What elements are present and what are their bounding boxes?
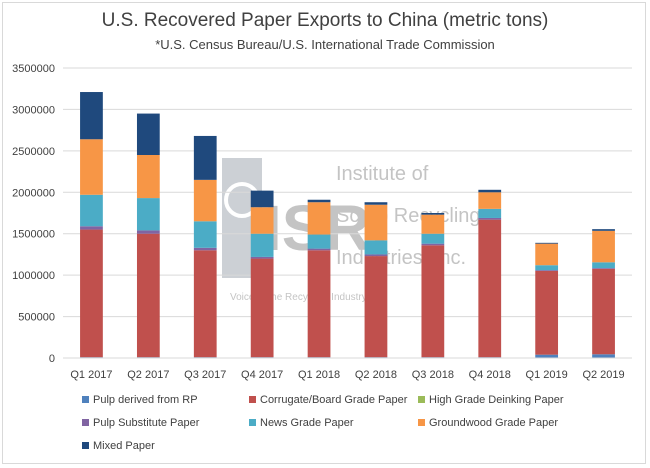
y-tick-label: 0 [49, 353, 55, 365]
bar-segment-mixed-paper [136, 113, 160, 155]
bar-segment-mixed-paper [250, 190, 274, 208]
bar-segment-corrugate-board-grade-paper [193, 250, 217, 358]
bar-segment-news-grade-paper [193, 221, 217, 248]
legend-swatch [418, 396, 425, 403]
x-tick-label: Q2 2018 [355, 369, 397, 381]
legend-label: News Grade Paper [260, 417, 354, 429]
legend-swatch [249, 396, 256, 403]
legend-swatch [82, 442, 89, 449]
bar-segment-corrugate-board-grade-paper [535, 271, 559, 355]
bar-segment-corrugate-board-grade-paper [80, 229, 103, 358]
y-tick-label: 1000000 [12, 270, 55, 282]
x-tick-label: Q1 2019 [526, 369, 568, 381]
watermark-line-2: Scrap Recycling [336, 205, 481, 227]
legend-swatch [418, 419, 425, 426]
bar-segment-groundwood-grade-paper [421, 214, 445, 234]
bar-segment-groundwood-grade-paper [250, 207, 274, 234]
bar-segment-mixed-paper [592, 229, 615, 231]
y-tick-label: 500000 [18, 312, 55, 324]
bar-segment-news-grade-paper [307, 234, 331, 249]
bar-segment-pulp-substitute-paper [592, 268, 615, 269]
bar-segment-groundwood-grade-paper [193, 179, 217, 222]
bar-segment-pulp-substitute-paper [80, 226, 103, 230]
watermark-line-1: Institute of [336, 163, 429, 185]
x-tick-label: Q2 2017 [127, 369, 169, 381]
bar-segment-mixed-paper [364, 202, 388, 205]
legend-label: Pulp Substitute Paper [93, 417, 200, 429]
bar-segment-pulp-substitute-paper [421, 243, 445, 246]
y-tick-label: 2000000 [12, 187, 55, 199]
x-tick-label: Q3 2018 [412, 369, 454, 381]
x-tick-label: Q1 2018 [298, 369, 340, 381]
legend-swatch [249, 419, 256, 426]
legend-swatch [82, 419, 89, 426]
bar-segment-news-grade-paper [136, 198, 160, 231]
bar-segment-news-grade-paper [364, 240, 388, 255]
bar-segment-groundwood-grade-paper [80, 139, 103, 195]
bar-segment-groundwood-grade-paper [136, 155, 160, 199]
x-tick-label: Q1 2017 [70, 369, 112, 381]
bar-segment-news-grade-paper [592, 262, 615, 269]
legend-label: Corrugate/Board Grade Paper [260, 394, 408, 406]
bar-segment-news-grade-paper [535, 265, 559, 271]
chart-title: U.S. Recovered Paper Exports to China (m… [101, 10, 549, 31]
bar-segment-groundwood-grade-paper [364, 204, 388, 241]
bar-segment-pulp-substitute-paper [478, 217, 502, 220]
bar-segment-corrugate-board-grade-paper [307, 250, 331, 358]
bar-segment-news-grade-paper [478, 208, 502, 218]
bar-segment-corrugate-board-grade-paper [592, 268, 615, 355]
watermark-line-3: Industries, Inc. [336, 247, 466, 269]
legend-label: Pulp derived from RP [93, 394, 198, 406]
bar-segment-pulp-substitute-paper [307, 248, 331, 251]
bar-segment-groundwood-grade-paper [592, 230, 615, 263]
bar-segment-mixed-paper [307, 199, 331, 203]
bar-segment-groundwood-grade-paper [535, 243, 559, 266]
bar-segment-pulp-derived-from-rp [592, 354, 615, 358]
watermark-tagline: Voice of the Recycling Industry [230, 292, 367, 303]
x-tick-label: Q3 2017 [184, 369, 226, 381]
bar-segment-mixed-paper [421, 213, 445, 215]
bar-segment-mixed-paper [535, 242, 559, 244]
x-tick-label: Q4 2017 [241, 369, 283, 381]
y-tick-label: 2500000 [12, 146, 55, 158]
bar-segment-groundwood-grade-paper [478, 192, 502, 209]
bar-segment-pulp-substitute-paper [364, 254, 388, 257]
bar-segment-pulp-substitute-paper [535, 270, 559, 271]
bar-segment-corrugate-board-grade-paper [250, 258, 274, 358]
bar-segment-corrugate-board-grade-paper [364, 256, 388, 358]
y-tick-label: 3500000 [12, 63, 55, 75]
chart-subtitle: *U.S. Census Bureau/U.S. International T… [155, 37, 495, 52]
bar-segment-news-grade-paper [250, 233, 274, 257]
bar-segment-corrugate-board-grade-paper [478, 219, 502, 358]
legend-swatch [82, 396, 89, 403]
bar-segment-corrugate-board-grade-paper [136, 233, 160, 358]
bar-segment-groundwood-grade-paper [307, 202, 331, 235]
bar-segment-pulp-substitute-paper [250, 256, 274, 259]
bar-segment-mixed-paper [193, 135, 217, 180]
bar-segment-mixed-paper [478, 189, 502, 193]
x-tick-label: Q2 2019 [582, 369, 624, 381]
y-tick-label: 3000000 [12, 104, 55, 116]
legend-label: Groundwood Grade Paper [429, 417, 558, 429]
bar-segment-news-grade-paper [80, 194, 103, 227]
bar-segment-pulp-substitute-paper [136, 230, 160, 234]
bar-segment-pulp-derived-from-rp [535, 354, 559, 358]
bar-segment-pulp-substitute-paper [193, 247, 217, 251]
bar-segment-news-grade-paper [421, 233, 445, 244]
legend-label: High Grade Deinking Paper [429, 394, 564, 406]
bar-segment-mixed-paper [80, 92, 103, 140]
bar-segment-corrugate-board-grade-paper [421, 245, 445, 358]
y-tick-label: 1500000 [12, 229, 55, 241]
legend-label: Mixed Paper [93, 440, 155, 452]
x-tick-label: Q4 2018 [469, 369, 511, 381]
